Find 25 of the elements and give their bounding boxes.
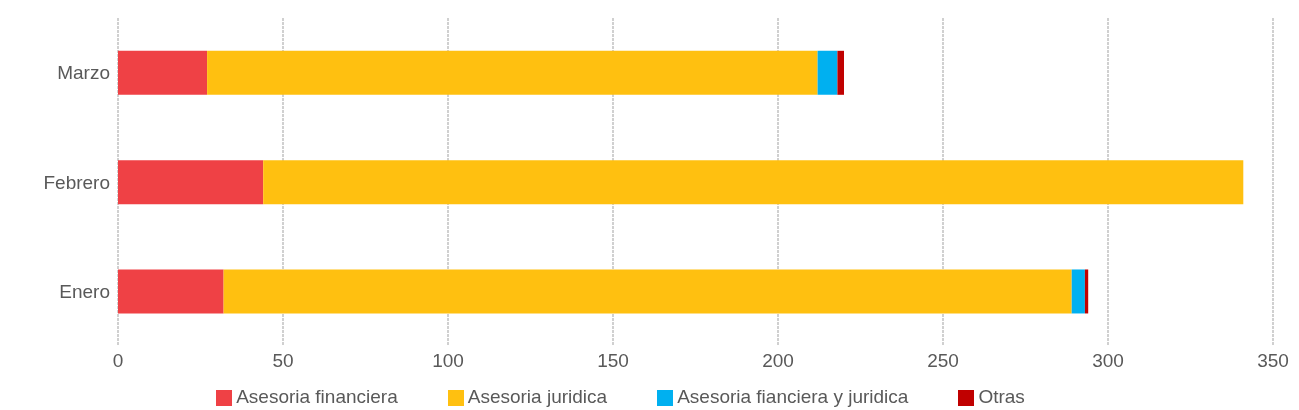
legend-label: Otras — [978, 386, 1025, 407]
bar — [1084, 269, 1089, 314]
y-tick-label: Marzo — [57, 62, 110, 84]
bar — [837, 50, 844, 95]
legend-label: Asesoria fianciera y juridica — [677, 386, 909, 407]
bar — [118, 160, 264, 205]
bar — [118, 50, 208, 95]
bar — [1071, 269, 1085, 314]
bar — [223, 269, 1072, 314]
x-tick-label: 100 — [432, 350, 464, 372]
bar — [817, 50, 838, 95]
x-tick-label: 200 — [762, 350, 794, 372]
x-tick-label: 300 — [1092, 350, 1124, 372]
x-tick-label: 0 — [112, 350, 124, 372]
y-tick-label: Febrero — [43, 171, 110, 193]
x-tick-label: 350 — [1257, 350, 1289, 372]
legend-label: Asesoria juridica — [467, 386, 608, 407]
bar — [207, 50, 818, 95]
legend-label: Asesoria financiera — [236, 386, 398, 407]
y-tick-label: Enero — [59, 281, 110, 303]
x-tick-label: 150 — [597, 350, 629, 372]
bar — [118, 269, 224, 314]
x-tick-label: 50 — [272, 350, 294, 372]
x-tick-label: 250 — [927, 350, 959, 372]
bar — [263, 160, 1244, 205]
